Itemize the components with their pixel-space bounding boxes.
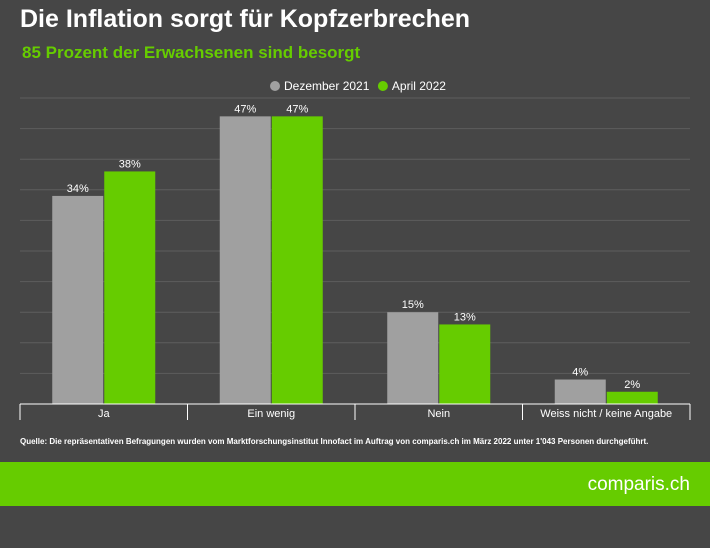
x-tick-label: Nein — [427, 408, 450, 420]
bars: 34% 38% 47% 47% 15% 13% 4% 2% — [52, 103, 658, 405]
data-label: 13% — [454, 311, 476, 323]
data-label: 15% — [402, 299, 424, 311]
legend: Dezember 2021 April 2022 — [270, 79, 446, 93]
legend-label: Dezember 2021 — [284, 79, 370, 93]
bar — [439, 324, 491, 404]
data-label: 4% — [572, 367, 588, 379]
data-label: 47% — [286, 103, 308, 115]
legend-swatch — [270, 81, 280, 91]
bar — [554, 379, 606, 404]
bar — [271, 116, 323, 405]
bar — [52, 195, 104, 404]
x-tick-label: Weiss nicht / keine Angabe — [540, 408, 672, 420]
bar-chart: 34% 38% 47% 47% 15% 13% 4% 2% Ja Ein wenig Nein We… — [19, 79, 691, 420]
bar — [219, 116, 271, 405]
legend-label: April 2022 — [392, 79, 446, 93]
bar — [606, 391, 658, 404]
brand-logo: comparis.ch — [587, 474, 690, 495]
page-subtitle: 85 Prozent der Erwachsenen sind besorgt — [22, 43, 361, 62]
data-label: 38% — [119, 158, 141, 170]
x-tick-label: Ja — [98, 408, 111, 420]
source-note: Quelle: Die repräsentativen Befragungen … — [20, 437, 649, 446]
page-title: Die Inflation sorgt für Kopfzerbrechen — [20, 5, 471, 33]
x-axis: Ja Ein wenig Nein Weiss nicht / keine Angab… — [19, 403, 691, 420]
bar — [387, 312, 439, 404]
legend-swatch — [377, 81, 388, 91]
data-label: 47% — [234, 103, 256, 115]
x-tick-label: Ein wenig — [247, 408, 295, 420]
footer-bar: comparis.ch — [0, 462, 710, 506]
bar — [104, 171, 156, 404]
data-label: 2% — [624, 379, 640, 391]
data-label: 34% — [67, 183, 89, 195]
